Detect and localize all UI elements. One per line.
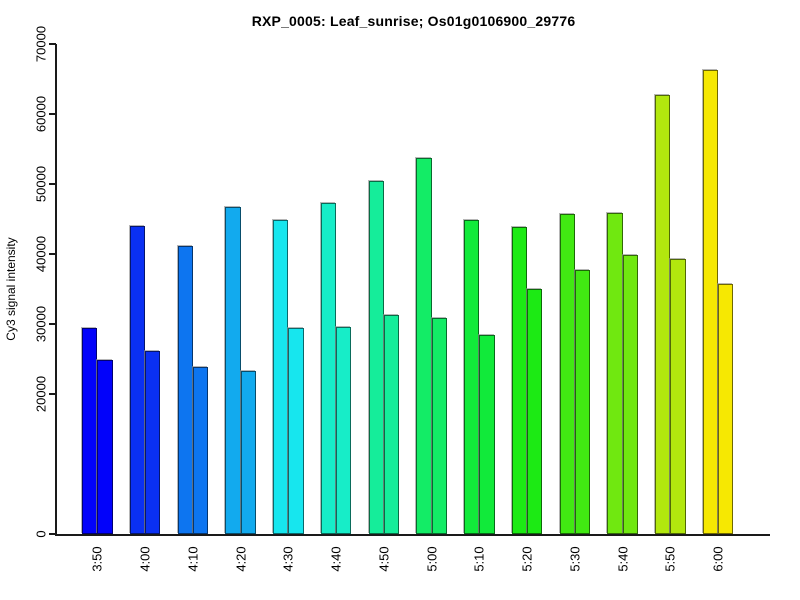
bar-4:30-bar-2 [288,328,304,534]
y-tick-label: 20000 [33,375,49,413]
y-axis-label: Cy3 signal intensity [4,237,18,341]
y-tick-label: 50000 [33,165,49,203]
x-tick-label: 4:10 [185,546,201,572]
bar-4:10-bar-1 [177,246,193,534]
x-tick-label: 6:00 [710,546,726,572]
bar-5:10-bar-2 [479,334,495,534]
bar-4:30-bar-1 [273,220,289,534]
y-axis-tick [49,253,56,255]
y-tick-label: 40000 [33,235,49,273]
bar-6:00-bar-2 [718,284,734,534]
bar-6:00-bar-1 [702,69,719,534]
y-axis-tick [49,43,56,45]
x-tick-label: 4:40 [328,546,344,572]
bar-4:20-bar-1 [225,207,241,534]
bar-4:50-bar-1 [368,180,384,534]
x-tick-label: 4:20 [233,546,249,572]
bar-4:40-bar-1 [320,202,337,534]
x-tick-label: 5:00 [424,546,440,572]
y-axis-tick [49,113,56,115]
y-tick-label: 30000 [33,305,49,343]
bar-5:40-bar-1 [607,212,623,534]
y-axis-tick [49,323,56,325]
chart-title: RXP_0005: Leaf_sunrise; Os01g0106900_297… [251,13,576,29]
y-tick-label: 60000 [33,95,49,133]
y-axis [55,44,57,535]
x-tick-label: 4:00 [137,546,153,572]
bar-4:00-bar-2 [145,350,161,534]
bar-5:00-bar-1 [416,158,432,534]
bar-5:40-bar-2 [622,254,638,534]
x-tick-label: 4:30 [280,546,296,572]
bar-4:50-bar-2 [383,314,400,534]
bar-4:10-bar-2 [192,366,209,534]
bar-5:10-bar-1 [464,219,480,534]
x-tick-label: 5:40 [615,546,631,572]
x-tick-label: 5:30 [567,546,583,572]
bar-5:20-bar-1 [511,226,528,534]
bar-5:50-bar-1 [655,95,671,534]
y-tick-label: 70000 [33,25,49,63]
bar-5:30-bar-2 [574,270,591,534]
bar-4:20-bar-2 [240,370,256,534]
x-tick-label: 4:50 [376,546,392,572]
bar-5:50-bar-2 [670,258,686,534]
y-tick-label: 0 [33,530,49,538]
x-tick-label: 3:50 [89,546,105,572]
x-axis [55,534,770,536]
x-tick-label: 5:20 [519,546,535,572]
bar-3:50-bar-2 [97,359,113,534]
bar-4:40-bar-2 [336,326,352,534]
bar-5:30-bar-1 [559,214,575,534]
bar-4:00-bar-1 [129,226,146,534]
bar-3:50-bar-1 [82,327,98,534]
y-axis-tick [49,183,56,185]
bar-5:20-bar-2 [527,289,543,534]
bar-5:00-bar-2 [431,318,447,534]
y-axis-tick [49,533,56,535]
y-axis-tick [49,393,56,395]
x-tick-label: 5:10 [471,546,487,572]
x-tick-label: 5:50 [662,546,678,572]
